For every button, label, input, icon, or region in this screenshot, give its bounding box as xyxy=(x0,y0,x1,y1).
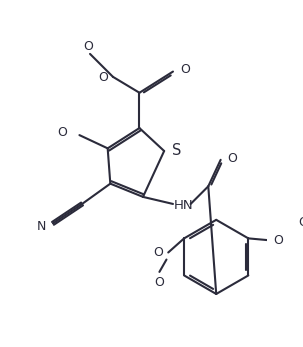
Text: O: O xyxy=(180,63,190,76)
Text: HN: HN xyxy=(174,199,194,212)
Text: O: O xyxy=(155,276,164,289)
Text: O: O xyxy=(83,40,93,53)
Text: O: O xyxy=(99,71,108,84)
Text: O: O xyxy=(298,216,303,229)
Text: O: O xyxy=(273,234,283,247)
Text: O: O xyxy=(153,246,163,259)
Text: O: O xyxy=(57,126,67,139)
Text: S: S xyxy=(172,144,181,159)
Text: O: O xyxy=(228,152,238,164)
Text: N: N xyxy=(37,220,46,234)
